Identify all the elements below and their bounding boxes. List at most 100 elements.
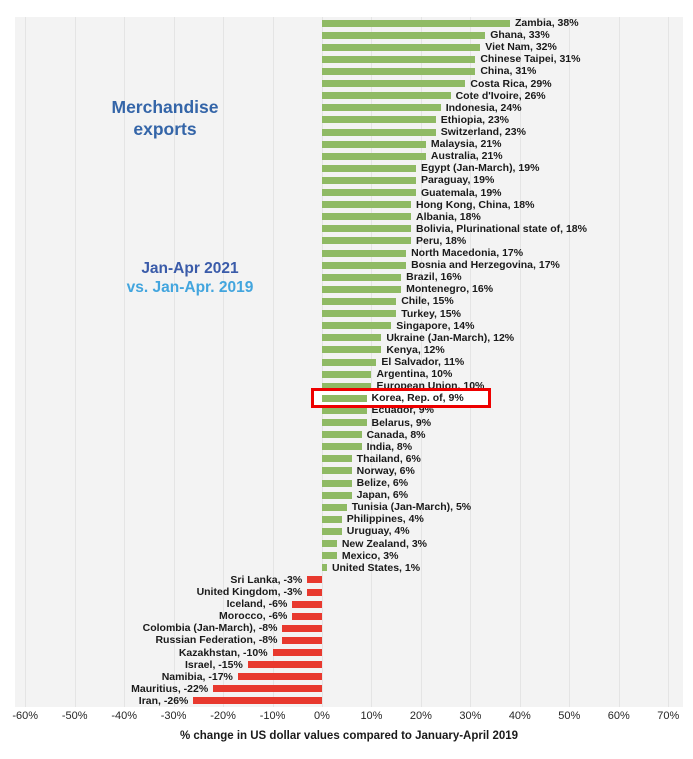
gridline [173, 17, 175, 707]
bar [322, 419, 367, 427]
bar-label: Sri Lanka, -3% [230, 573, 303, 586]
bar-label: Tunisia (Jan-March), 5% [351, 501, 472, 514]
bar-label: Costa Rica, 29% [470, 77, 552, 90]
gridline [74, 17, 76, 707]
bar-label: Malaysia, 21% [430, 138, 502, 151]
x-tick-label: -40% [111, 710, 137, 722]
bar [322, 80, 466, 88]
bar [322, 273, 402, 281]
x-tick-label: -50% [61, 710, 88, 722]
bar [307, 588, 322, 596]
bar [322, 31, 486, 39]
bar-label: Peru, 18% [416, 234, 467, 247]
bar-label: Albania, 18% [416, 210, 481, 223]
plot-area: Zambia, 38% Ghana, 33% Viet Nam, 32% Chines… [15, 17, 683, 707]
bar [322, 104, 441, 112]
bar [322, 189, 416, 197]
bar [292, 612, 322, 620]
bar-label: Hong Kong, China, 18% [416, 198, 535, 211]
bar-label: Japan, 6% [356, 489, 409, 502]
bar-label: Indonesia, 24% [445, 101, 522, 114]
bar [282, 636, 322, 644]
bar-label: Iran, -26% [138, 694, 189, 707]
bar [322, 19, 510, 27]
bar [322, 261, 407, 269]
gridline [272, 17, 274, 707]
bar-label: Argentina, 10% [376, 368, 453, 381]
bar [322, 394, 367, 402]
bar-label: Egypt (Jan-March), 19% [420, 162, 540, 175]
bar [322, 455, 352, 463]
bar-label: Namibia, -17% [161, 670, 233, 683]
bar [213, 685, 322, 693]
bar [322, 334, 382, 342]
x-tick-label: -30% [160, 710, 187, 722]
bar-label: Singapore, 14% [396, 319, 475, 332]
bar [322, 67, 476, 75]
bar [282, 624, 322, 632]
chart-title: Merchandise exports [60, 96, 270, 140]
x-tick-label: 50% [558, 710, 581, 722]
chart-subtitle: Jan-Apr 2021 vs. Jan-Apr. 2019 [75, 259, 305, 297]
x-tick-label: 0% [314, 710, 330, 722]
bar-label: Canada, 8% [366, 428, 426, 441]
bar [322, 479, 352, 487]
bar-label: Paraguay, 19% [420, 174, 495, 187]
bar [237, 673, 322, 681]
x-tick-label: 30% [459, 710, 482, 722]
bar-label: Ghana, 33% [490, 29, 550, 42]
highlight-box [311, 388, 491, 409]
bar-label: United States, 1% [331, 561, 421, 574]
gridline [470, 17, 472, 707]
bar [193, 697, 322, 705]
bar-label: Mauritius, -22% [131, 682, 209, 695]
bar-label: Australia, 21% [430, 150, 503, 163]
bar-label: El Salvador, 11% [381, 356, 465, 368]
chart-title-line2: exports [133, 119, 197, 139]
gridline [519, 17, 521, 707]
x-axis-title: % change in US dollar values compared to… [179, 730, 519, 742]
bar [322, 515, 342, 523]
bar [322, 564, 327, 572]
gridline [668, 17, 670, 707]
bar [307, 576, 322, 584]
x-tick-label: -20% [210, 710, 236, 722]
bar [322, 128, 436, 136]
bar-label: Russian Federation, -8% [155, 634, 278, 647]
gridline [569, 17, 571, 707]
bar-label: Philippines, 4% [346, 513, 424, 526]
bar [322, 358, 377, 366]
bar [322, 140, 426, 148]
bar [322, 297, 397, 305]
bar [247, 661, 322, 669]
bar-label: Iceland, -6% [226, 598, 288, 611]
bar-label: Belarus, 9% [371, 416, 432, 429]
bar-label: Uruguay, 4% [346, 525, 410, 538]
bar-label: Israel, -15% [185, 658, 243, 671]
bar [322, 249, 407, 257]
bar-label: Bolivia, Plurinational state of, 18% [416, 222, 587, 235]
bar [322, 540, 337, 548]
bar-label: Colombia (Jan-March), -8% [142, 622, 278, 635]
bar [322, 467, 352, 475]
bar [322, 285, 402, 293]
bar [322, 92, 451, 100]
bar [322, 213, 412, 221]
bar [322, 406, 367, 414]
bar-label: United Kingdom, -3% [196, 586, 303, 598]
bar-label: Brazil, 16% [406, 271, 462, 284]
gridline [124, 17, 126, 707]
bar [322, 370, 372, 378]
bar-label: Ukraine (Jan-March), 12% [386, 331, 515, 344]
bar-label: Kenya, 12% [386, 343, 445, 356]
bar [322, 527, 342, 535]
bar [322, 382, 372, 390]
bar [322, 116, 436, 124]
x-tick-label: 40% [508, 710, 531, 722]
x-tick-label: 70% [657, 710, 680, 722]
bar-label: North Macedonia, 17% [411, 247, 524, 260]
gridline [223, 17, 225, 707]
bar-label: Turkey, 15% [401, 307, 461, 320]
bar-label: Bosnia and Herzegovina, 17% [411, 259, 560, 272]
bar-label: China, 31% [480, 65, 537, 78]
